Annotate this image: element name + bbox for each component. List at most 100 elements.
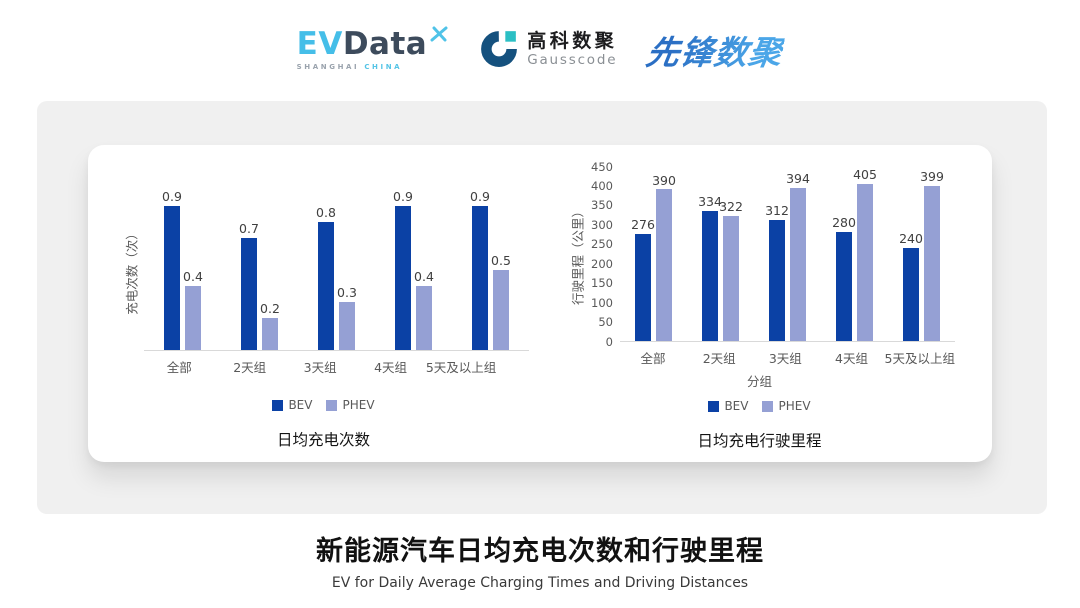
gausscode-logo: 高科数聚 Gausscode [479,28,617,72]
y-axis-ticks: 0 50 100 150 200 250 300 350 400 450 [590,161,620,347]
category-label: 全部 [640,351,666,366]
bar-phev: 0.4 [183,270,203,350]
y-tick-label: 50 [598,314,613,329]
evdata-shanghai-text: SHANGHAI [296,63,360,71]
xianfeng-logo: 先锋数聚 [644,26,786,74]
y-tick-label: 200 [591,256,613,271]
bar-value-label: 399 [920,169,944,185]
bar-bev: 334 [698,195,722,341]
bar-phev: 394 [786,172,810,341]
evdata-china-text: CHINA [364,63,403,71]
evdata-data-text: Data [342,26,428,62]
chart-title: 日均充电行驶里程 [697,432,822,450]
bar-value-label: 240 [899,230,923,246]
bar-group: 0.9 0.5 [470,190,511,350]
bar-group: 280 405 [832,167,877,341]
bar-phev: 399 [920,170,944,341]
bar-value-label: 334 [698,194,722,210]
bar-value-label: 322 [719,199,743,215]
plot-area: 276 390 334 322 312 394 280 405 240 399 [620,167,955,342]
bar-bev: 0.8 [316,206,336,350]
bar-phev: 0.2 [260,302,280,350]
bar-value-label: 0.4 [183,269,203,285]
x-axis-label: 分组 [746,374,772,389]
bar-value-label: 0.2 [260,301,280,317]
bar-phev: 0.5 [491,254,511,350]
caption-subtitle: EV for Daily Average Charging Times and … [331,575,749,591]
bar-value-label: 0.9 [393,189,413,205]
bev-legend-swatch [272,399,284,411]
bar-value-label: 405 [853,166,877,182]
bar-group: 276 390 [631,173,676,341]
evdata-subtext: SHANGHAI CHINA [297,63,403,71]
bar-bev: 276 [631,218,655,341]
phev-legend-label: PHEV [342,398,375,412]
category-label: 3天组 [768,351,802,366]
phev-legend-swatch [326,399,338,411]
legend-item-bev: BEV [708,399,748,413]
bar-value-label: 0.9 [162,189,182,205]
category-label: 4天组 [374,360,408,375]
y-tick-label: 100 [591,295,613,310]
caption: 新能源汽车日均充电次数和行驶里程 EV for Daily Average Ch… [0,529,1080,591]
category-label: 5天及以上组 [425,360,497,375]
bar-value-label: 0.7 [239,221,259,237]
bar-bev: 0.9 [470,190,490,350]
plot-area: 0.9 0.4 0.7 0.2 0.8 0.3 0.9 0.4 0.9 0.5 [144,190,529,351]
category-label: 3天组 [303,360,337,375]
y-tick-label: 400 [591,178,613,193]
bar-bev: 0.7 [239,222,259,350]
bev-legend-label: BEV [724,399,749,413]
bar-value-label: 276 [631,216,655,232]
evdata-star-icon [429,25,449,46]
evdata-wordmark: EV Data [296,26,450,62]
bar-phev: 0.3 [337,286,357,350]
gausscode-g-icon [479,28,519,72]
legend-item-phev: PHEV [762,399,811,413]
bar-group: 240 399 [899,170,944,341]
legend-item-bev: BEV [272,398,312,412]
category-axis: 全部 2天组 3天组 4天组 5天及以上组 [620,348,955,367]
bar-value-label: 312 [765,202,789,218]
bar-phev: 322 [719,200,743,341]
category-label: 2天组 [702,351,736,366]
phev-legend-swatch [762,400,774,412]
bar-phev: 0.4 [414,270,434,350]
logo-bar: EV Data SHANGHAI CHINA 高科数聚 [0,18,1080,82]
bar-bev: 0.9 [162,190,182,350]
bar-bev: 312 [765,204,789,341]
bar-bev: 240 [899,232,923,341]
legend-item-phev: PHEV [326,398,375,412]
bar-phev: 390 [652,173,676,341]
bar-group: 0.9 0.4 [393,190,434,350]
chart-legend: BEV PHEV [564,399,955,413]
xianfeng-text: 先锋数聚 [644,26,788,74]
bar-group: 334 322 [698,195,743,341]
phev-legend-label: PHEV [778,399,811,413]
bar-value-label: 390 [652,172,676,188]
bar-value-label: 0.9 [470,189,490,205]
y-tick-label: 250 [591,237,613,252]
bar-group: 0.9 0.4 [162,190,203,350]
gausscode-text: 高科数聚 Gausscode [527,30,618,68]
evdata-logo: EV Data SHANGHAI CHINA [296,26,450,71]
y-tick-label: 150 [591,275,613,290]
category-label: 2天组 [233,360,267,375]
bev-legend-swatch [708,400,720,412]
caption-title: 新能源汽车日均充电次数和行驶里程 [316,536,764,567]
bev-legend-label: BEV [288,398,313,412]
bar-value-label: 0.3 [337,285,357,301]
bar-bev: 0.9 [393,190,413,350]
y-tick-label: 300 [591,217,613,232]
gausscode-cn-text: 高科数聚 [527,30,618,53]
category-label: 全部 [166,360,192,375]
chart-charging-times: 充电次数（次） 0.9 0.4 0.7 0.2 0.8 0.3 0.9 0.4 0.9 0.5 全… [88,145,540,462]
bar-value-label: 280 [832,215,856,231]
category-label: 5天及以上组 [884,351,955,366]
bar-value-label: 394 [786,171,810,187]
bar-group: 0.7 0.2 [239,222,280,350]
category-label: 4天组 [835,351,868,366]
evdata-ev-text: EV [296,26,343,62]
bar-group: 0.8 0.3 [316,206,357,350]
bar-value-label: 0.4 [414,269,434,285]
